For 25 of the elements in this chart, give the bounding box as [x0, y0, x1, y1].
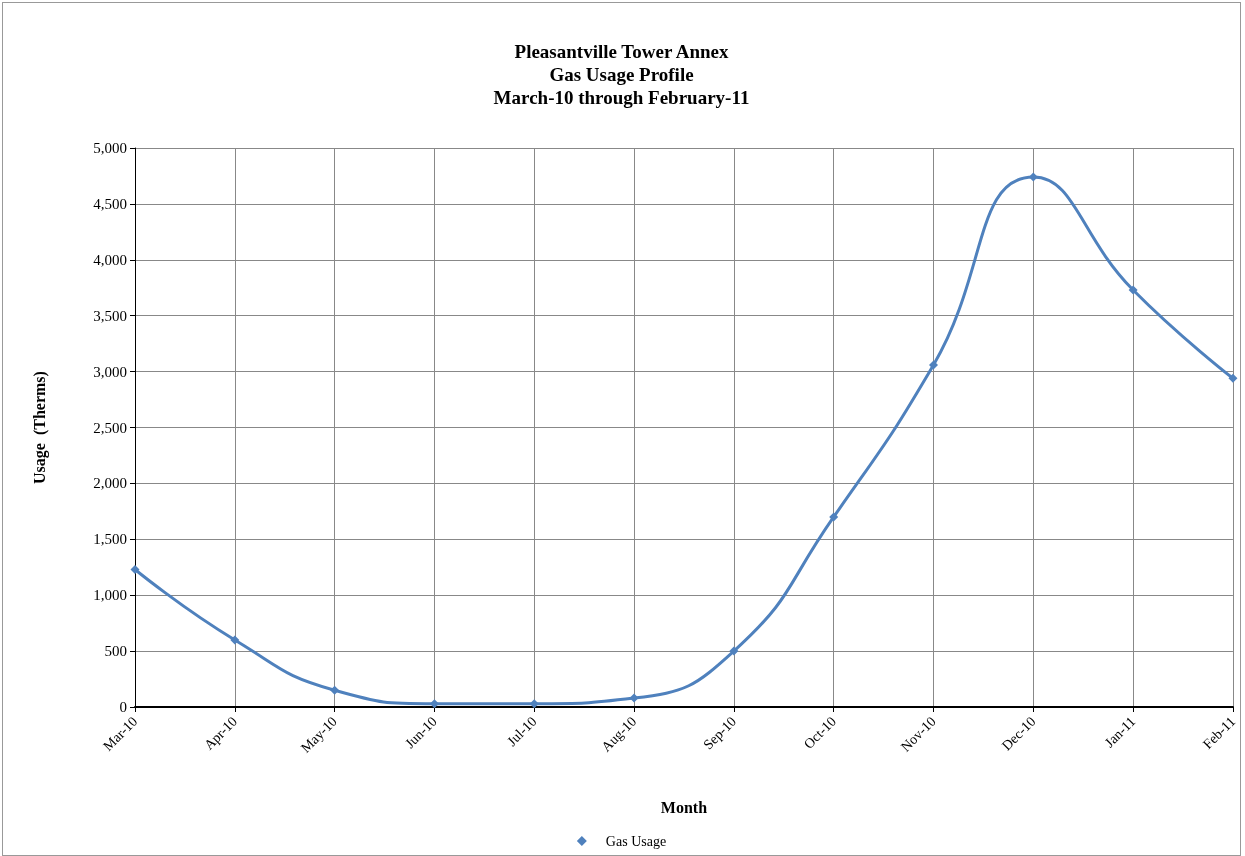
- y-tick-label: 3,000: [93, 363, 127, 380]
- point: [928, 360, 938, 370]
- y-tick-label: 2,000: [93, 475, 127, 492]
- point: [729, 646, 739, 656]
- point: [629, 693, 639, 703]
- legend-label: Gas Usage: [605, 833, 667, 849]
- y-tick-label: 1,500: [93, 531, 127, 548]
- y-tick-label: 2,500: [93, 419, 127, 436]
- chart-title: Pleasantville Tower Annex Gas Usage Profile March-10 through February-11: [493, 41, 750, 108]
- y-axis-title: Usage (Therms): [30, 371, 49, 484]
- point: [1228, 373, 1238, 383]
- y-tick-label: 0: [119, 699, 127, 715]
- y-tick-label: 3,500: [93, 307, 127, 324]
- point: [130, 564, 140, 574]
- y-tick-label: 5,000: [93, 140, 127, 156]
- point: [829, 512, 839, 522]
- point: [529, 699, 539, 709]
- y-tick-label: 4,000: [93, 251, 127, 268]
- point: [1128, 285, 1138, 295]
- y-tick-label: 500: [104, 643, 127, 660]
- point: [330, 685, 340, 695]
- y-tick-label: 4,500: [93, 195, 127, 212]
- point: [230, 635, 240, 645]
- y-tick-label: 1,000: [93, 587, 127, 604]
- x-axis-title: Month: [660, 798, 708, 816]
